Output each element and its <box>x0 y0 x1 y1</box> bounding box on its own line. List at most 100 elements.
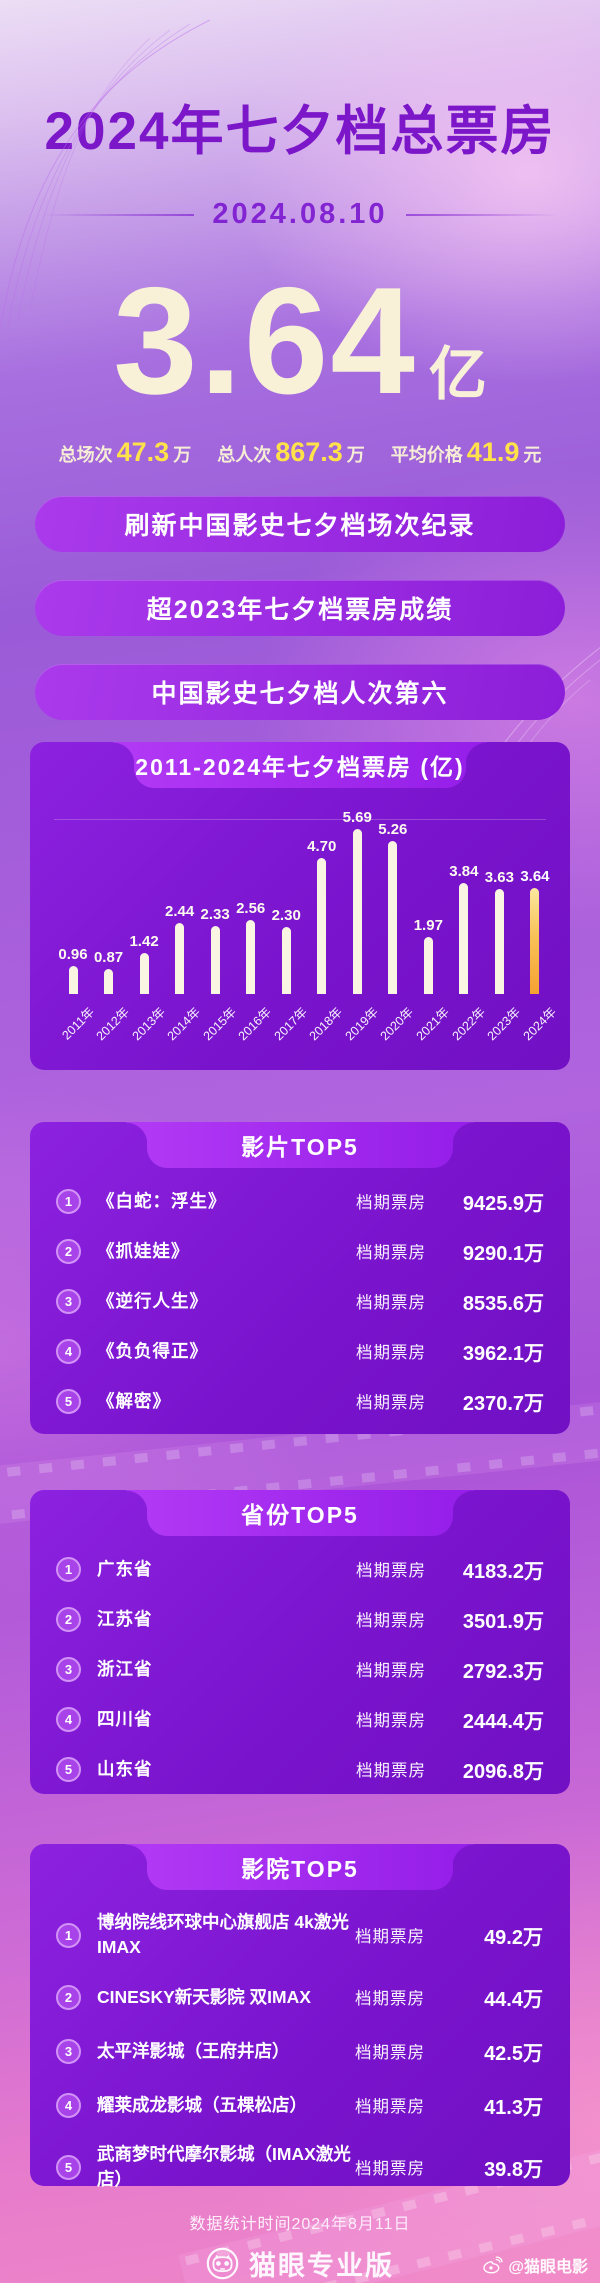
films-top5-card: 影片TOP5 1 《白蛇：浮生》 档期票房 9425.9万 2 《抓娃娃》 档期票房 9290… <box>30 1122 570 1434</box>
cinemas-top5-card: 影院TOP5 1 博纳院线环球中心旗舰店 4k激光IMAX 档期票房 49.2万 2 CI… <box>30 1844 570 2189</box>
bar-2020年: 5.26 <box>378 794 407 994</box>
rank-badge: 1 <box>56 1922 81 1948</box>
bar-value-label: 3.64 <box>520 868 550 885</box>
rank-badge: 2 <box>56 1238 81 1264</box>
rank-badge: 4 <box>56 1706 81 1732</box>
film-name: 《解密》 <box>97 1390 171 1411</box>
bar <box>210 926 220 994</box>
film-name: 《白蛇：浮生》 <box>97 1190 227 1211</box>
stat-label: 总人次 <box>217 445 272 465</box>
cinema-row-2: 2 CINESKY新天影院 双IMAX 档期票房 44.4万 <box>56 1980 544 2014</box>
province-value: 2792.3万 <box>462 1660 544 1683</box>
bar <box>423 937 433 994</box>
bar <box>104 969 114 994</box>
province-name: 山东省 <box>97 1758 153 1779</box>
rank-badge: 3 <box>56 1288 81 1314</box>
film-row-3: 3 《逆行人生》 档期票房 8535.6万 <box>56 1284 544 1318</box>
province-name: 四川省 <box>97 1708 153 1729</box>
film-row-4: 4 《负负得正》 档期票房 3962.1万 <box>56 1334 544 1368</box>
x-tick: 2011年 <box>59 1002 97 1052</box>
period-box-office-label: 档期票房 <box>356 1712 426 1730</box>
chart-title-tab: 2011-2024年七夕档票房 (亿) <box>113 742 487 788</box>
x-tick-label: 2014年 <box>164 1004 204 1044</box>
bar-chart: 0.96 0.87 1.42 2.44 2.33 2.56 2.30 4.70 5.69 5.26… <box>30 794 570 994</box>
cinema-name: CINESKY新天影院 双IMAX <box>97 1986 311 2007</box>
rank-badge: 3 <box>56 2038 81 2064</box>
cinema-name: 耀莱成龙影城（五棵松店） <box>97 2094 307 2115</box>
cinemas-top5-title-tab: 影院TOP5 <box>126 1844 474 1890</box>
bar <box>68 966 78 994</box>
province-row-5: 5 山东省 档期票房 2096.8万 <box>56 1752 544 1786</box>
province-name: 广东省 <box>97 1558 153 1579</box>
date-text: 2024.08.10 <box>212 198 388 230</box>
cinema-name: 博纳院线环球中心旗舰店 4k激光IMAX <box>97 1912 349 1957</box>
chart-gridline <box>54 819 546 820</box>
bar-value-label: 5.69 <box>342 809 372 826</box>
province-row-2: 2 江苏省 档期票房 3501.9万 <box>56 1602 544 1636</box>
province-name: 浙江省 <box>97 1658 153 1679</box>
bar <box>352 829 362 994</box>
x-tick-label: 2012年 <box>93 1004 133 1044</box>
rank-badge: 5 <box>56 1388 81 1414</box>
x-tick: 2024年 <box>520 1002 558 1052</box>
x-tick: 2020年 <box>378 1002 416 1052</box>
bar-2021年: 1.97 <box>414 794 443 994</box>
period-box-office-label: 档期票房 <box>356 1612 426 1630</box>
bar-2017年: 2.30 <box>272 794 301 994</box>
film-row-1: 1 《白蛇：浮生》 档期票房 9425.9万 <box>56 1184 544 1218</box>
film-name: 《逆行人生》 <box>97 1290 208 1311</box>
data-cutoff-note: 数据统计时间2024年8月11日 <box>189 2216 411 2233</box>
film-value: 8535.6万 <box>462 1292 544 1315</box>
achievement-banners: 刷新中国影史七夕档场次纪录 超2023年七夕档票房成绩 中国影史七夕档人次第六 <box>0 496 600 720</box>
rank-badge: 1 <box>56 1556 81 1582</box>
stat-total-showings: 总场次 47.3 万 <box>59 437 192 468</box>
cinema-value: 44.4万 <box>484 1988 543 2011</box>
stat-unit: 万 <box>346 445 365 465</box>
province-value: 2444.4万 <box>462 1710 544 1733</box>
x-tick-label: 2015年 <box>200 1004 239 1044</box>
x-tick: 2015年 <box>200 1002 238 1052</box>
stat-total-admissions: 总人次 867.3 万 <box>217 437 365 468</box>
province-value: 4183.2万 <box>462 1560 544 1583</box>
rank-badge: 3 <box>56 1656 81 1682</box>
bar-2015年: 2.33 <box>201 794 230 994</box>
film-value: 9290.1万 <box>462 1242 544 1265</box>
period-box-office-label: 档期票房 <box>356 1294 426 1312</box>
period-box-office-label: 档期票房 <box>356 1762 426 1780</box>
bar <box>459 883 469 994</box>
cinema-row-3: 3 太平洋影城（王府井店） 档期票房 42.5万 <box>56 2034 544 2068</box>
bar <box>388 841 398 994</box>
bar <box>317 858 327 994</box>
period-box-office-label: 档期票房 <box>356 1394 426 1412</box>
brand-name: 猫眼专业版 <box>249 2251 394 2281</box>
bar <box>494 889 504 994</box>
total-box-office-unit: 亿 <box>428 342 487 407</box>
bar-2023年: 3.63 <box>485 794 514 994</box>
cinemas-top5-title: 影院TOP5 <box>241 1856 359 1882</box>
x-tick: 2012年 <box>94 1002 132 1052</box>
period-box-office-label: 档期票房 <box>356 1562 426 1580</box>
bar <box>175 923 185 994</box>
bar-2024年: 3.64 <box>520 794 550 994</box>
films-top5-title: 影片TOP5 <box>241 1134 359 1160</box>
bar-2018年: 4.70 <box>307 794 336 994</box>
date-row: 2024.08.10 <box>0 198 600 231</box>
bar-value-label: 3.84 <box>449 863 479 880</box>
cinema-row-4: 4 耀莱成龙影城（五棵松店） 档期票房 41.3万 <box>56 2088 544 2122</box>
bar-2011年: 0.96 <box>58 794 88 994</box>
rank-badge: 1 <box>56 1188 81 1214</box>
stat-average-price: 平均价格 41.9 元 <box>391 437 542 468</box>
province-row-3: 3 浙江省 档期票房 2792.3万 <box>56 1652 544 1686</box>
cinema-value: 42.5万 <box>484 2042 543 2065</box>
x-tick: 2019年 <box>343 1002 381 1052</box>
date-divider-right <box>405 213 558 216</box>
cinema-row-1: 1 博纳院线环球中心旗舰店 4k激光IMAX 档期票房 49.2万 <box>56 1910 544 1960</box>
x-tick: 2016年 <box>236 1002 274 1052</box>
stat-value: 867.3 <box>275 437 343 467</box>
period-box-office-label: 档期票房 <box>355 2160 425 2178</box>
x-tick: 2014年 <box>165 1002 203 1052</box>
films-top5-list: 1 《白蛇：浮生》 档期票房 9425.9万 2 《抓娃娃》 档期票房 9290.1万 3 《逆行… <box>30 1168 570 1418</box>
film-value: 2370.7万 <box>462 1392 544 1415</box>
bar-value-label: 1.42 <box>129 933 159 950</box>
